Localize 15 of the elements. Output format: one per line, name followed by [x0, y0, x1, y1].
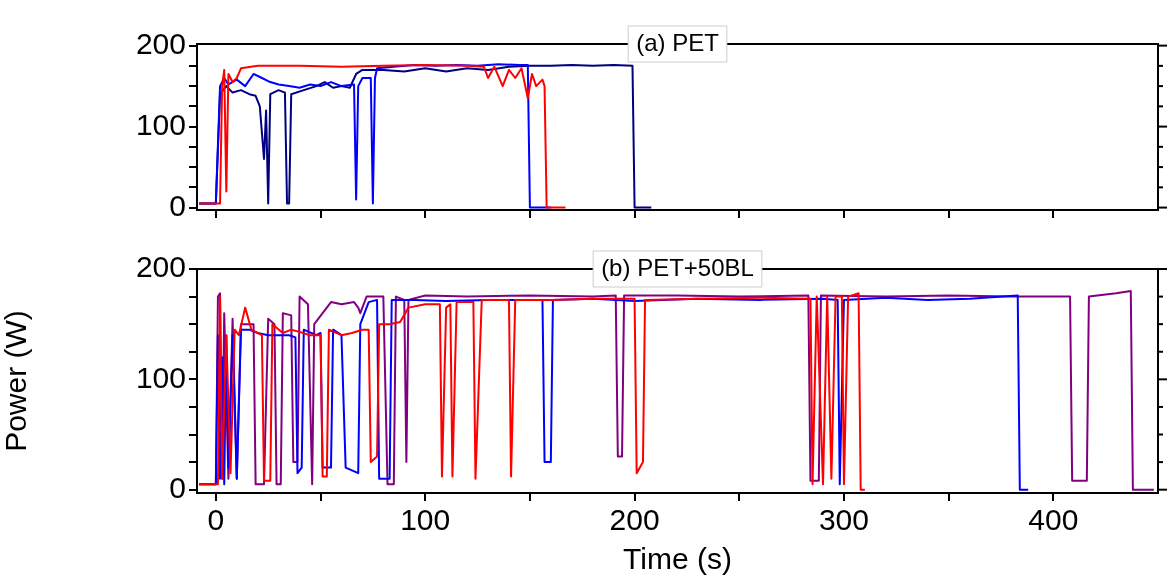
y-tick-label: 100 — [135, 107, 186, 141]
chart-title: (b) PET+50BL — [601, 253, 754, 281]
y-tick-label: 0 — [169, 188, 186, 222]
y-tick-label: 200 — [135, 26, 186, 60]
y-axis-title: Power (W) — [0, 310, 33, 452]
x-tick-label: 400 — [1028, 503, 1079, 537]
y-tick-label: 100 — [135, 360, 186, 394]
y-tick-label: 0 — [169, 470, 186, 504]
x-tick-label: 0 — [207, 503, 225, 537]
y-tick-label: 200 — [135, 250, 186, 284]
x-tick-label: 200 — [609, 503, 660, 537]
x-tick-label: 100 — [400, 503, 451, 537]
x-axis-title: Time (s) — [623, 542, 732, 576]
x-tick-label: 300 — [818, 503, 869, 537]
chart-title: (a) PET — [636, 28, 720, 56]
